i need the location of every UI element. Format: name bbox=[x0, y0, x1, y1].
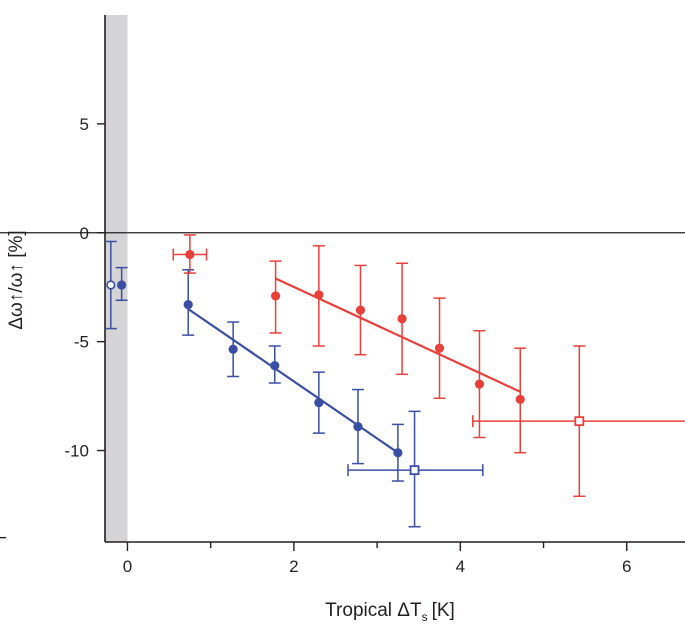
data-point bbox=[270, 361, 280, 371]
data-point bbox=[314, 398, 324, 408]
data-point bbox=[117, 280, 127, 290]
y-tick-label: -10 bbox=[64, 442, 89, 461]
data-point bbox=[474, 379, 485, 389]
x-tick-label: 6 bbox=[622, 557, 631, 576]
data-point bbox=[353, 421, 363, 432]
shaded-region bbox=[105, 15, 128, 542]
x-axis-title-subscript: s bbox=[422, 610, 428, 624]
x-axis-title-main: Tropical ΔT bbox=[325, 600, 422, 621]
y-tick-labels: 5 0 -5 -10 bbox=[64, 115, 89, 461]
data-point-open-square bbox=[409, 465, 420, 476]
data-point bbox=[270, 291, 281, 301]
y-tick-label: 0 bbox=[80, 224, 89, 243]
x-tick-label: 0 bbox=[123, 557, 132, 576]
data-point bbox=[397, 314, 407, 324]
data-points bbox=[106, 249, 585, 476]
axes bbox=[0, 15, 685, 551]
x-tick-label: 4 bbox=[456, 557, 465, 576]
data-point bbox=[355, 305, 366, 315]
y-axis-title-group: Δω↑/ω↑ [%] bbox=[6, 230, 27, 329]
x-axis-title: Tropical ΔTs [K] bbox=[325, 600, 455, 624]
data-point-open-square bbox=[574, 416, 585, 427]
data-point bbox=[515, 394, 525, 404]
y-tick-label: -5 bbox=[74, 333, 89, 352]
data-point bbox=[183, 300, 193, 310]
y-tick-label: 5 bbox=[80, 115, 89, 134]
shaded-region-layer bbox=[105, 15, 128, 542]
data-point bbox=[434, 343, 445, 353]
x-tick-label: 2 bbox=[289, 557, 298, 576]
data-point bbox=[185, 249, 195, 260]
error-bars bbox=[104, 234, 685, 528]
data-point bbox=[393, 448, 403, 458]
fit-line-blue bbox=[187, 308, 399, 454]
data-point-open-circle bbox=[106, 280, 116, 290]
y-axis-title: Δω↑/ω↑ [%] bbox=[6, 230, 27, 329]
x-axis-title-unit: [K] bbox=[432, 600, 455, 621]
x-tick-labels: 0 2 4 6 bbox=[123, 557, 632, 576]
data-point bbox=[314, 290, 324, 300]
data-point bbox=[228, 344, 238, 354]
